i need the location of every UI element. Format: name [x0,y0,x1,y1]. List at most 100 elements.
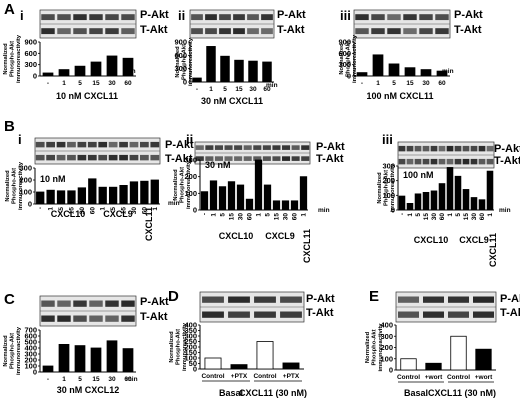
y-tick-label: 300 [380,332,393,341]
x-category-label: - [399,213,406,215]
t-akt-label: T-Akt [165,153,193,165]
western-blot-band [89,300,103,307]
western-blot-band [254,311,276,318]
p-akt-label: P-Akt [306,293,335,305]
western-blot-band [253,145,262,150]
x-category-label: 30 [238,213,245,221]
x-category-label: 5 [110,207,117,211]
y-tick-label: 300 [382,162,395,171]
western-blot-band [261,14,273,21]
y-tick-label: 300 [338,60,351,69]
t-akt-label: T-Akt [306,307,334,319]
bar [454,175,462,211]
bar [486,170,494,211]
bar [414,193,422,211]
western-blot-band [282,156,291,161]
western-blot-band [56,154,66,161]
western-blot-band [77,141,87,148]
x-category-label: 5 [78,80,82,87]
bar [42,72,54,77]
y-axis-label: Normalized [377,172,383,204]
western-blot-band [233,14,245,21]
x-category-label: 1 [209,86,213,93]
y-axis-label: Phospho-Akt [10,333,16,369]
western-blot-band [191,28,203,35]
western-blot-band [129,154,139,161]
unit-min-label: min [124,68,136,75]
x-category-label: 30 [131,207,138,215]
sub-panel-numeral: i [20,8,24,23]
western-blot-band [89,315,103,322]
western-blot-band [105,315,119,322]
x-category-label: 15 [406,80,414,87]
y-tick-label: 0 [33,72,37,81]
x-category-label: 5 [223,86,227,93]
x-axis-label: 30 nM CXCL12 [57,385,120,395]
western-blot-band [121,14,135,21]
western-blot-band [419,28,433,35]
y-tick-label: 100 [184,189,197,198]
western-blot-band [105,28,119,35]
bar [356,72,368,77]
bar [36,191,45,205]
western-blot-band [73,14,87,21]
group-label: CXCL9 [103,209,133,219]
western-blot-band [398,158,406,165]
western-blot-band [462,158,470,165]
western-blot-band [473,296,494,303]
group-label: CXCL11 [488,233,498,267]
y-tick-label: 700 [24,326,37,335]
y-axis-label: Phospho-Akt [346,41,352,77]
bar [220,55,230,83]
p-akt-label: P-Akt [494,143,520,155]
western-blot-band [478,145,486,152]
y-axis-label: Phospho-Akt [180,167,186,203]
bar [122,348,134,373]
western-blot-band [371,14,385,21]
bar [150,179,159,205]
western-blot-band [205,28,217,35]
x-category-label: 15 [68,207,75,215]
western-blot-band [470,145,478,152]
bar [438,183,446,211]
x-category-label: 5 [220,213,227,217]
western-blot-band [98,154,108,161]
western-blot-band [438,145,446,152]
concentration-label: 30 nM [205,160,231,170]
western-blot-band [406,145,414,152]
bar [398,195,406,211]
western-blot-band [387,14,401,21]
western-blot-band [234,156,243,161]
x-category-label: Control [397,374,420,381]
bar [90,61,102,77]
concentration-label: 100 nM [403,170,434,180]
x-category-label: 5 [392,80,396,87]
x-category-label: - [47,80,49,87]
y-tick-label: 200 [380,343,393,352]
group-label: CXCL10 [219,231,254,241]
western-blot-band [191,14,203,21]
y-tick-label: 900 [174,38,187,47]
y-axis-label: Phospho-Akt [384,170,390,206]
western-blot-band [56,141,66,148]
western-blot-band [150,141,160,148]
y-axis-label: Normalized [339,43,345,75]
bar [122,57,134,77]
y-tick-label: 200 [184,172,197,181]
x-category-label: - [37,207,44,209]
western-blot-band [435,14,449,21]
y-tick-label: 100 [19,188,32,197]
bar [420,69,432,77]
y-axis-label: immunoreactivity [188,37,194,86]
western-blot-band [398,311,419,318]
western-blot-band [57,14,71,21]
y-tick-label: 600 [338,49,351,58]
group-label: CXCL10 [51,209,86,219]
bar [206,46,216,83]
y-tick-label: 50 [189,359,197,368]
y-tick-label: 300 [19,164,32,173]
bar [74,345,86,373]
